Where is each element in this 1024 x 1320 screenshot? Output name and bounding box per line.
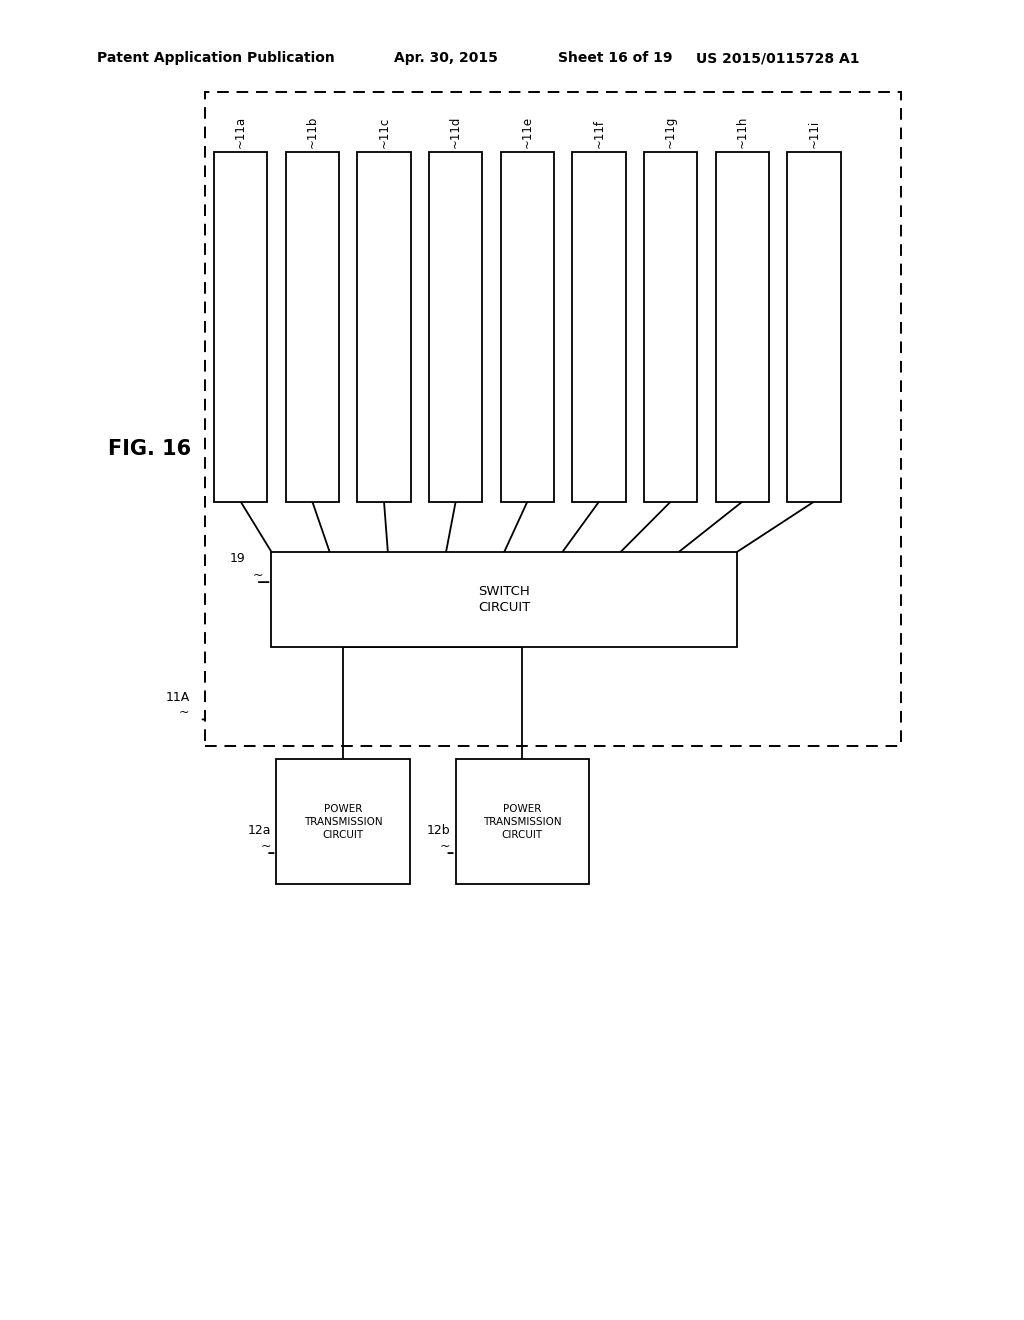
Text: Sheet 16 of 19: Sheet 16 of 19 <box>558 51 673 65</box>
Text: ~: ~ <box>253 569 263 582</box>
Text: 19: 19 <box>230 552 246 565</box>
Text: ~11b: ~11b <box>306 115 318 148</box>
Text: ~: ~ <box>440 840 451 853</box>
Text: ~11d: ~11d <box>450 115 462 148</box>
Bar <box>716 152 769 502</box>
Bar <box>357 152 411 502</box>
Text: FIG. 16: FIG. 16 <box>108 438 190 459</box>
Text: ~11e: ~11e <box>521 116 534 148</box>
Text: ~11c: ~11c <box>378 116 390 148</box>
Text: 11A: 11A <box>165 690 189 704</box>
Text: ~11h: ~11h <box>736 115 749 148</box>
Bar <box>429 152 482 502</box>
Text: POWER
TRANSMISSION
CIRCUIT: POWER TRANSMISSION CIRCUIT <box>483 804 561 840</box>
Text: ~11i: ~11i <box>808 120 820 148</box>
Bar <box>276 759 410 884</box>
Text: ~: ~ <box>179 706 189 719</box>
Bar <box>271 552 737 647</box>
Text: Apr. 30, 2015: Apr. 30, 2015 <box>394 51 498 65</box>
Text: 12a: 12a <box>248 824 271 837</box>
Text: ~11f: ~11f <box>593 119 605 148</box>
Bar <box>286 152 339 502</box>
Text: SWITCH
CIRCUIT: SWITCH CIRCUIT <box>478 585 530 614</box>
Text: ~11a: ~11a <box>234 116 247 148</box>
Bar <box>644 152 697 502</box>
Bar <box>205 92 901 746</box>
Text: POWER
TRANSMISSION
CIRCUIT: POWER TRANSMISSION CIRCUIT <box>304 804 382 840</box>
Text: 12b: 12b <box>427 824 451 837</box>
Bar <box>787 152 841 502</box>
Bar <box>456 759 589 884</box>
Bar <box>501 152 554 502</box>
Bar <box>214 152 267 502</box>
Text: ~: ~ <box>261 840 271 853</box>
Bar <box>572 152 626 502</box>
Text: ~11g: ~11g <box>665 115 677 148</box>
Text: Patent Application Publication: Patent Application Publication <box>97 51 335 65</box>
Text: US 2015/0115728 A1: US 2015/0115728 A1 <box>696 51 860 65</box>
